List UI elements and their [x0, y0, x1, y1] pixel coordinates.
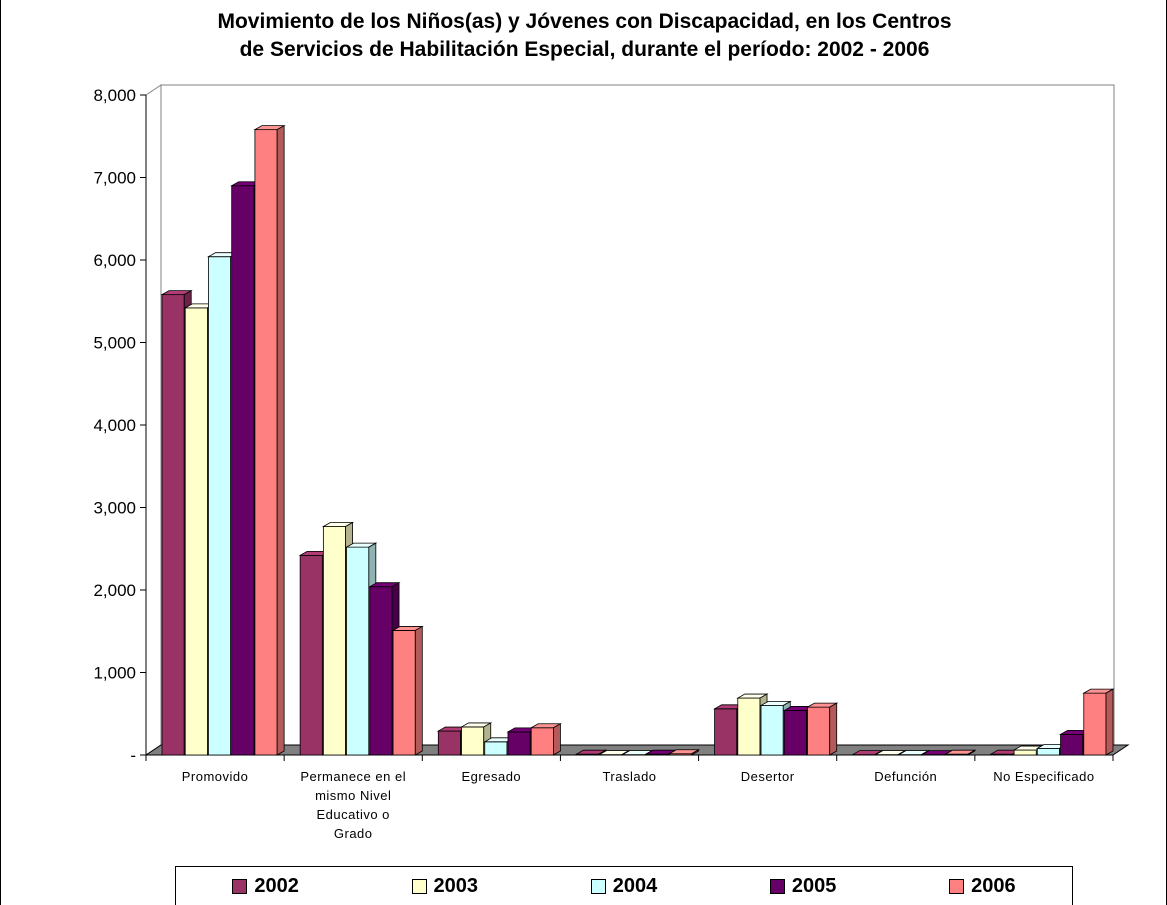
- bar: [484, 741, 508, 756]
- bar: [231, 185, 255, 756]
- y-tick-label: -: [130, 746, 136, 765]
- bar: [322, 526, 347, 756]
- bar: [437, 730, 461, 756]
- x-tick-label: No Especificado: [993, 769, 1094, 784]
- bar: [184, 307, 208, 756]
- bar: [760, 705, 784, 756]
- x-tick-label: Promovido: [182, 769, 249, 784]
- bar-side: [967, 749, 976, 756]
- legend-item-2006: 2006: [949, 875, 1016, 898]
- side-wall: [145, 84, 162, 756]
- legend-label-2004: 2004: [612, 874, 658, 897]
- bar: [208, 256, 232, 756]
- bar-side: [829, 702, 838, 756]
- legend-label-2002: 2002: [254, 874, 299, 897]
- legend-swatch-2002: [232, 878, 248, 894]
- legend-swatch-2004: [590, 878, 606, 894]
- y-tick-label: 6,000: [93, 251, 136, 270]
- bar-side: [1105, 688, 1114, 756]
- bar: [783, 710, 807, 756]
- y-tick-label: 7,000: [93, 169, 136, 188]
- x-tick-label: mismo Nivel: [315, 788, 391, 803]
- x-tick-label: Egresado: [462, 769, 522, 784]
- y-tick-label: 3,000: [93, 499, 136, 518]
- y-tick-label: 2,000: [93, 581, 136, 600]
- bar-side: [414, 625, 423, 756]
- bar: [1083, 692, 1107, 756]
- x-tick-label: Desertor: [741, 769, 795, 784]
- chart-legend: 2002 2003 2004 2005 2006: [175, 866, 1073, 905]
- bar: [1060, 733, 1084, 756]
- x-tick-label: Defunción: [874, 769, 937, 784]
- bar: [254, 129, 278, 756]
- y-tick-label: 8,000: [93, 86, 136, 105]
- legend-swatch-2005: [769, 878, 785, 894]
- legend-swatch-2003: [411, 878, 427, 894]
- bar: [807, 706, 831, 756]
- chart-title-line-2: de Servicios de Habilitación Especial, d…: [239, 38, 930, 61]
- y-tick-label: 4,000: [93, 416, 136, 435]
- bar: [530, 727, 554, 756]
- bar: [161, 294, 185, 756]
- x-tick-label: Grado: [334, 826, 373, 841]
- bar-chart-plot: - 1,000 2,000 3,000 4,000 5,000 6,000 7,000 8,00…: [93, 84, 1130, 841]
- legend-item-2003: 2003: [411, 874, 479, 898]
- bar: [299, 554, 323, 756]
- bar-side: [553, 723, 561, 756]
- legend-label-2006: 2006: [971, 874, 1016, 897]
- y-tick-label: 5,000: [93, 334, 136, 353]
- bar: [1013, 749, 1037, 756]
- y-tick-label: 1,000: [93, 664, 136, 683]
- bar: [461, 726, 485, 756]
- bar: [346, 546, 370, 756]
- x-tick-label: Traslado: [602, 769, 656, 784]
- bar-side: [691, 749, 699, 756]
- bar: [507, 731, 531, 756]
- x-tick-label: Permanece en el: [300, 769, 406, 784]
- bar: [1036, 748, 1060, 756]
- bar: [737, 697, 761, 756]
- bar: [392, 630, 416, 756]
- legend-label-2005: 2005: [791, 874, 837, 897]
- legend-item-2005: 2005: [769, 874, 837, 898]
- chart-title-line-1: Movimiento de los Niños(as) y Jóvenes co…: [217, 10, 952, 33]
- legend-swatch-2006: [949, 878, 965, 894]
- bar: [714, 708, 738, 756]
- bar: [369, 586, 393, 756]
- bar-side: [276, 124, 285, 756]
- legend-item-2004: 2004: [590, 874, 658, 898]
- legend-label-2003: 2003: [433, 874, 479, 897]
- legend-item-2002: 2002: [232, 875, 299, 898]
- x-tick-label: Educativo o: [316, 807, 389, 822]
- chart-title: Movimiento de los Niños(as) y Jóvenes co…: [1, 8, 1167, 64]
